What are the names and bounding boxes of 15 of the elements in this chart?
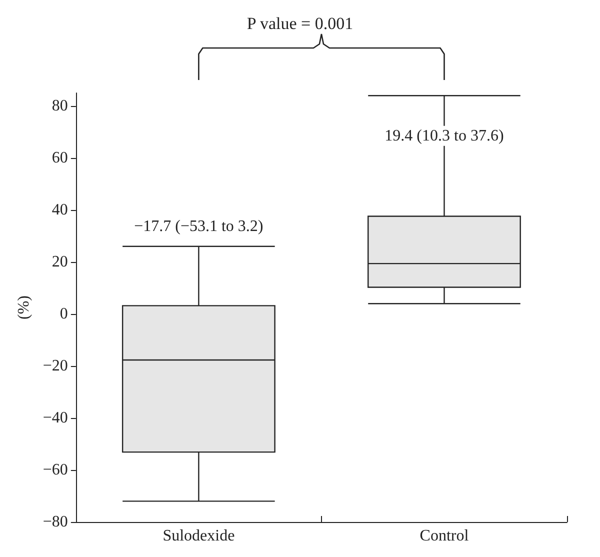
annotation: −17.7 (−53.1 to 3.2) [134, 218, 264, 235]
y-tick-label: 60 [52, 150, 68, 166]
y-tick-label: 20 [52, 254, 68, 270]
x-tick-label: Control [420, 528, 470, 544]
y-tick-label: −80 [42, 514, 68, 530]
y-tick-label: 40 [52, 202, 68, 218]
y-axis-title: (%) [16, 296, 32, 320]
annotation: 19.4 (10.3 to 37.6) [384, 127, 504, 144]
y-tick-label: 0 [60, 306, 68, 322]
chart-title: P value = 0.001 [246, 14, 354, 33]
y-tick-label: −20 [42, 358, 68, 374]
y-tick-label: −60 [42, 462, 68, 478]
y-tick-label: −40 [42, 410, 68, 426]
x-tick-label: Sulodexide [162, 528, 235, 544]
y-tick-label: 80 [52, 98, 68, 114]
